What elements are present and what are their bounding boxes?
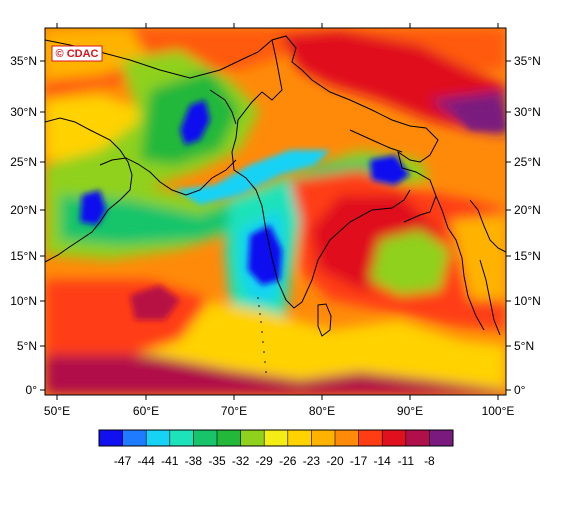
colorbar-label: -41: [161, 454, 179, 468]
colorbar-swatch: [146, 430, 171, 446]
colorbar-swatch: [264, 430, 289, 446]
lon-tick-label: 70°E: [221, 404, 247, 418]
colorbar-label: -32: [232, 454, 250, 468]
lat-tick-label-right: 30°N: [514, 105, 541, 119]
lat-tick-label-left: 25°N: [10, 155, 37, 169]
colorbar-swatch: [382, 430, 407, 446]
colorbar-label: -11: [398, 454, 415, 468]
colorbar-swatch: [169, 430, 194, 446]
colorbar-label: -26: [279, 454, 297, 468]
lon-tick-label: 80°E: [309, 404, 335, 418]
lat-tick-label-left: 20°N: [10, 203, 37, 217]
colorbar-swatch: [405, 430, 430, 446]
colorbar-label: -8: [424, 454, 435, 468]
colorbar-swatch: [358, 430, 383, 446]
lat-tick-label-right: 0°: [514, 383, 526, 397]
colorbar-label: -35: [208, 454, 226, 468]
colorbar-swatch: [122, 430, 147, 446]
lon-tick-label: 90°E: [397, 404, 423, 418]
lat-tick-label-right: 15°N: [514, 249, 541, 263]
lat-tick-label-right: 10°N: [514, 294, 541, 308]
colorbar-swatch: [311, 430, 336, 446]
colorbar-swatch: [287, 430, 312, 446]
colorbar-label: -47: [114, 454, 132, 468]
colorbar-swatch: [335, 430, 359, 446]
credit-text: © CDAC: [56, 48, 99, 60]
colorbar-frame: [98, 429, 454, 447]
colorbar-swatch: [240, 430, 265, 446]
colorbar-label: -14: [374, 454, 392, 468]
lat-tick-label-left: 35°N: [10, 54, 37, 68]
dotted-islands: [257, 297, 267, 373]
map-frame: [44, 27, 507, 396]
lat-tick-label-right: 35°N: [514, 54, 541, 68]
axis-ticks: 50°E 60°E 70°E 80°E 90°E 100°E 35°N 35°N 30°N 30°…: [10, 23, 541, 418]
lon-tick-label: 100°E: [482, 404, 515, 418]
colorbar-label: -38: [185, 454, 203, 468]
colorbar-label: -44: [138, 454, 156, 468]
colorbar-label: -23: [303, 454, 321, 468]
lat-tick-label-right: 5°N: [514, 339, 534, 353]
colorbar-swatch: [193, 430, 218, 446]
map-field: [45, 28, 506, 395]
colorbar-label: -20: [326, 454, 344, 468]
colorbar-label: -17: [350, 454, 368, 468]
lat-tick-label-left: 15°N: [10, 249, 37, 263]
lat-tick-label-left: 0°: [26, 383, 38, 397]
lat-tick-label-left: 5°N: [17, 339, 37, 353]
lat-tick-label-right: 25°N: [514, 155, 541, 169]
lat-tick-label-left: 30°N: [10, 105, 37, 119]
credit-badge: © CDAC: [51, 45, 103, 62]
lat-tick-label-right: 20°N: [514, 203, 541, 217]
lon-tick-label: 60°E: [133, 404, 159, 418]
colorbar: -47 -44 -41 -38 -35 -32 -29 -26 -23 -20 -17 -14 -11-…: [98, 429, 454, 468]
colorbar-label: -29: [256, 454, 274, 468]
lon-tick-label: 50°E: [44, 404, 70, 418]
colorbar-swatch: [429, 430, 454, 446]
lat-tick-label-left: 10°N: [10, 294, 37, 308]
colorbar-swatch: [99, 430, 123, 446]
colorbar-swatch: [217, 430, 241, 446]
